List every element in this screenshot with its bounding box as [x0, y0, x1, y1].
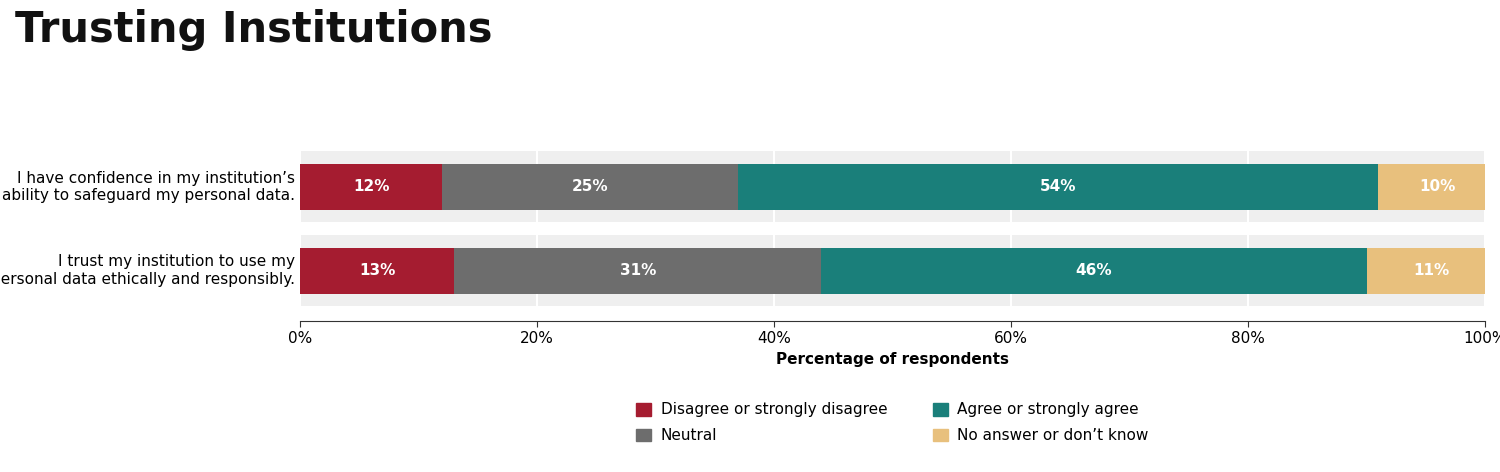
Text: 11%: 11%: [1413, 263, 1450, 278]
Legend: Disagree or strongly disagree, Neutral, Agree or strongly agree, No answer or do: Disagree or strongly disagree, Neutral, …: [630, 396, 1155, 449]
Bar: [822, 247, 1366, 294]
Bar: [300, 235, 1485, 306]
Bar: [442, 164, 738, 210]
Bar: [1378, 164, 1497, 210]
Text: 54%: 54%: [1040, 179, 1077, 194]
Text: 12%: 12%: [352, 179, 390, 194]
Text: 10%: 10%: [1419, 179, 1456, 194]
X-axis label: Percentage of respondents: Percentage of respondents: [776, 352, 1010, 367]
Bar: [300, 164, 442, 210]
Bar: [454, 247, 822, 294]
Text: 13%: 13%: [358, 263, 394, 278]
Bar: [1366, 247, 1497, 294]
Text: 31%: 31%: [620, 263, 656, 278]
Bar: [300, 151, 1485, 222]
Text: 46%: 46%: [1076, 263, 1113, 278]
Text: Trusting Institutions: Trusting Institutions: [15, 9, 492, 51]
Bar: [300, 247, 454, 294]
Bar: [738, 164, 1378, 210]
Text: 25%: 25%: [572, 179, 609, 194]
